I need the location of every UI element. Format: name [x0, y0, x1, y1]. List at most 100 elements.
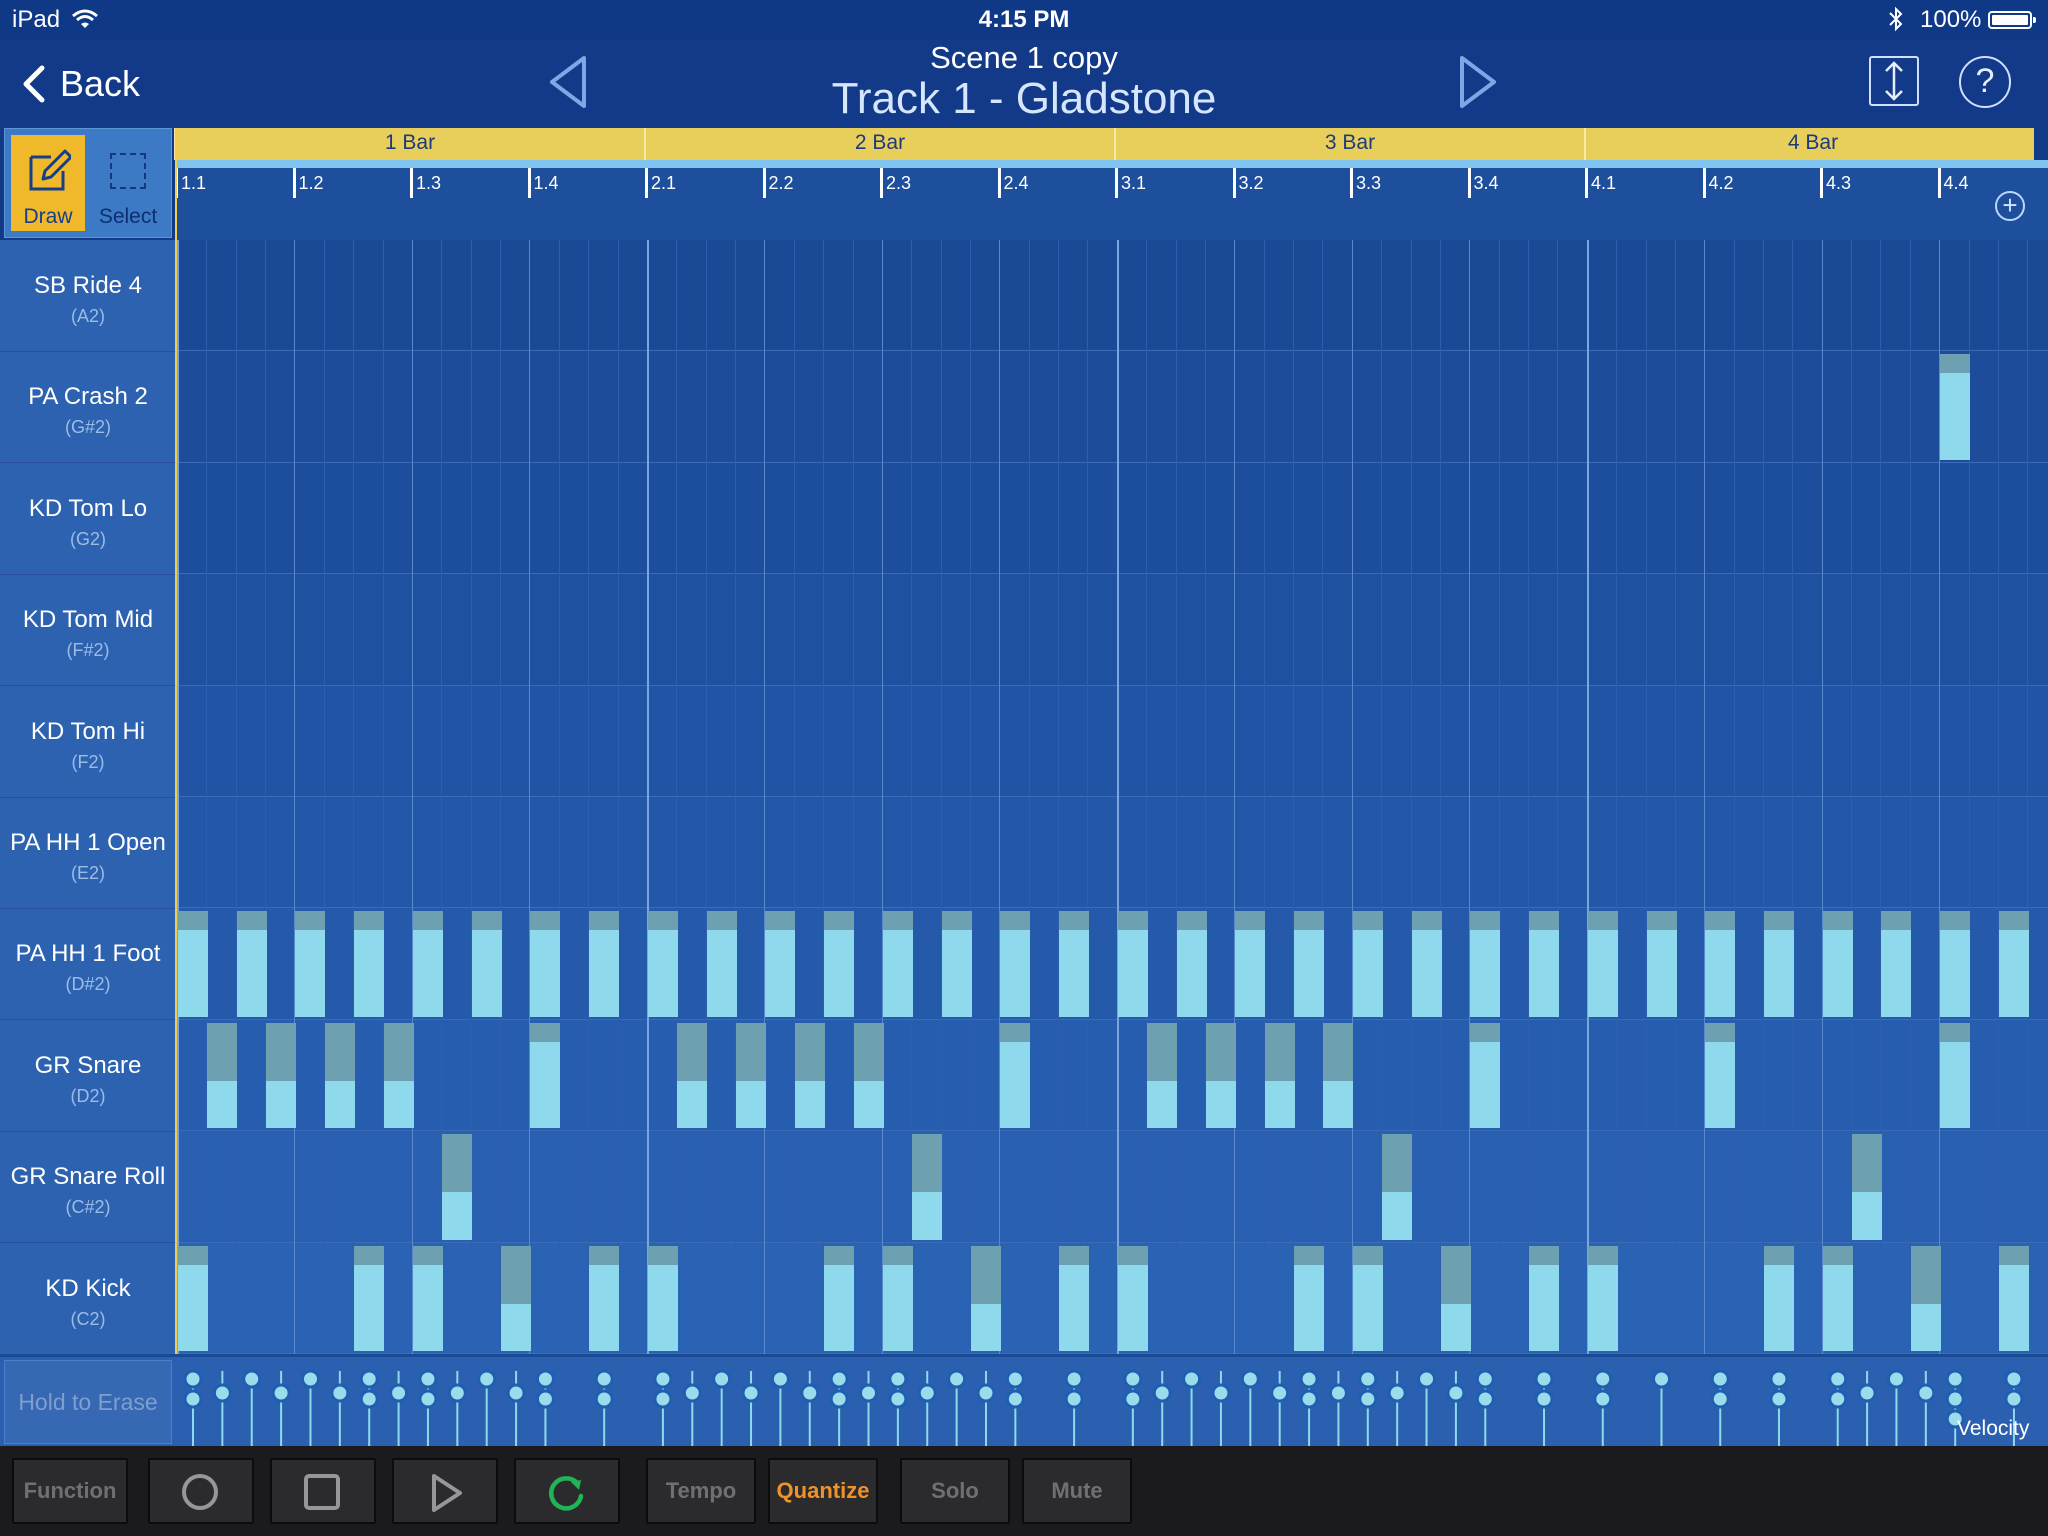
help-button[interactable]: ? [1959, 56, 2011, 108]
velocity-handle[interactable] [888, 1369, 908, 1389]
note-block[interactable] [706, 911, 737, 1017]
velocity-handle[interactable] [770, 1369, 790, 1389]
velocity-handle[interactable] [447, 1383, 467, 1403]
velocity-handle[interactable] [1240, 1369, 1260, 1389]
instrument-row[interactable]: GR Snare Roll (C#2) [0, 1131, 176, 1244]
instrument-row[interactable]: GR Snare (D2) [0, 1020, 176, 1132]
note-block[interactable] [1852, 1134, 1883, 1240]
velocity-handle[interactable] [389, 1383, 409, 1403]
note-block[interactable] [1646, 911, 1677, 1017]
instrument-row[interactable]: PA HH 1 Foot (D#2) [0, 908, 176, 1021]
note-block[interactable] [1470, 911, 1501, 1017]
grid-row[interactable] [177, 1242, 2048, 1354]
instrument-row[interactable]: KD Kick (C2) [0, 1243, 176, 1355]
note-block[interactable] [1822, 1245, 1853, 1351]
note-block[interactable] [853, 1022, 884, 1129]
velocity-handle[interactable] [2004, 1369, 2024, 1389]
velocity-handle[interactable] [183, 1389, 203, 1409]
note-block[interactable] [736, 1022, 767, 1129]
instrument-row[interactable]: PA Crash 2 (G#2) [0, 351, 176, 464]
velocity-handle[interactable] [1534, 1369, 1554, 1389]
velocity-handle[interactable] [741, 1383, 761, 1403]
note-block[interactable] [530, 911, 561, 1017]
note-block[interactable] [412, 911, 443, 1017]
note-block[interactable] [647, 1245, 678, 1351]
velocity-handle[interactable] [1857, 1383, 1877, 1403]
instrument-row[interactable]: KD Tom Mid (F#2) [0, 574, 176, 687]
tempo-button[interactable]: Tempo [646, 1458, 756, 1524]
beat-ruler[interactable] [176, 160, 2048, 240]
step-grid[interactable] [177, 240, 2048, 1354]
note-block[interactable] [677, 1022, 708, 1129]
triangle-right-icon[interactable] [1456, 54, 1500, 110]
velocity-handle[interactable] [506, 1383, 526, 1403]
velocity-handle[interactable] [1886, 1369, 1906, 1389]
velocity-handle[interactable] [1916, 1383, 1936, 1403]
hold-to-erase-button[interactable]: Hold to Erase [4, 1360, 172, 1444]
note-block[interactable] [383, 1022, 414, 1129]
velocity-markers[interactable] [0, 1357, 2048, 1446]
note-block[interactable] [1059, 911, 1090, 1017]
note-block[interactable] [1529, 911, 1560, 1017]
note-block[interactable] [324, 1022, 355, 1129]
note-block[interactable] [912, 1134, 943, 1240]
velocity-handle[interactable] [535, 1369, 555, 1389]
note-block[interactable] [1470, 1022, 1501, 1129]
instrument-row[interactable]: KD Tom Lo (G2) [0, 463, 176, 575]
record-button[interactable] [148, 1458, 254, 1524]
grid-row[interactable] [177, 1019, 2048, 1132]
bar-marker[interactable]: 1 Bar [174, 128, 644, 160]
note-block[interactable] [1910, 1245, 1941, 1351]
velocity-handle[interactable] [829, 1369, 849, 1389]
velocity-handle[interactable] [2004, 1389, 2024, 1409]
velocity-handle[interactable] [947, 1369, 967, 1389]
velocity-handle[interactable] [1123, 1389, 1143, 1409]
note-block[interactable] [1440, 1245, 1471, 1351]
velocity-handle[interactable] [1358, 1389, 1378, 1409]
velocity-handle[interactable] [1417, 1369, 1437, 1389]
velocity-handle[interactable] [653, 1389, 673, 1409]
play-button[interactable] [392, 1458, 498, 1524]
note-block[interactable] [1587, 1245, 1618, 1351]
velocity-handle[interactable] [242, 1369, 262, 1389]
velocity-handle[interactable] [1710, 1389, 1730, 1409]
velocity-handle[interactable] [800, 1383, 820, 1403]
note-block[interactable] [1352, 911, 1383, 1017]
add-bar-button[interactable]: + [1995, 191, 2025, 221]
instrument-row[interactable]: SB Ride 4 (A2) [0, 240, 176, 352]
note-block[interactable] [1940, 911, 1971, 1017]
note-block[interactable] [1323, 1022, 1354, 1129]
velocity-handle[interactable] [1328, 1383, 1348, 1403]
note-block[interactable] [1822, 911, 1853, 1017]
velocity-handle[interactable] [1945, 1409, 1965, 1429]
note-block[interactable] [1264, 1022, 1295, 1129]
grid-row[interactable] [177, 685, 2048, 797]
stop-button[interactable] [270, 1458, 376, 1524]
note-block[interactable] [970, 1245, 1001, 1351]
mute-button[interactable]: Mute [1022, 1458, 1132, 1524]
velocity-handle[interactable] [1945, 1389, 1965, 1409]
velocity-handle[interactable] [477, 1369, 497, 1389]
grid-row[interactable] [177, 1131, 2048, 1243]
velocity-handle[interactable] [1652, 1369, 1671, 1389]
note-block[interactable] [1235, 911, 1266, 1017]
resize-button[interactable] [1869, 56, 1919, 106]
solo-button[interactable]: Solo [900, 1458, 1010, 1524]
note-block[interactable] [178, 911, 208, 1017]
grid-row[interactable] [177, 240, 2048, 352]
back-button[interactable]: Back [20, 60, 140, 108]
note-block[interactable] [765, 911, 796, 1017]
velocity-handle[interactable] [1593, 1389, 1613, 1409]
instrument-row[interactable]: PA HH 1 Open (E2) [0, 797, 176, 909]
grid-row[interactable] [177, 797, 2048, 909]
note-block[interactable] [1940, 1022, 1971, 1129]
velocity-handle[interactable] [1446, 1383, 1466, 1403]
note-block[interactable] [266, 1022, 297, 1129]
note-block[interactable] [589, 911, 620, 1017]
velocity-handle[interactable] [594, 1369, 614, 1389]
velocity-handle[interactable] [1828, 1389, 1848, 1409]
velocity-handle[interactable] [212, 1383, 232, 1403]
velocity-handle[interactable] [1475, 1369, 1495, 1389]
note-block[interactable] [1147, 1022, 1178, 1129]
note-block[interactable] [236, 911, 267, 1017]
